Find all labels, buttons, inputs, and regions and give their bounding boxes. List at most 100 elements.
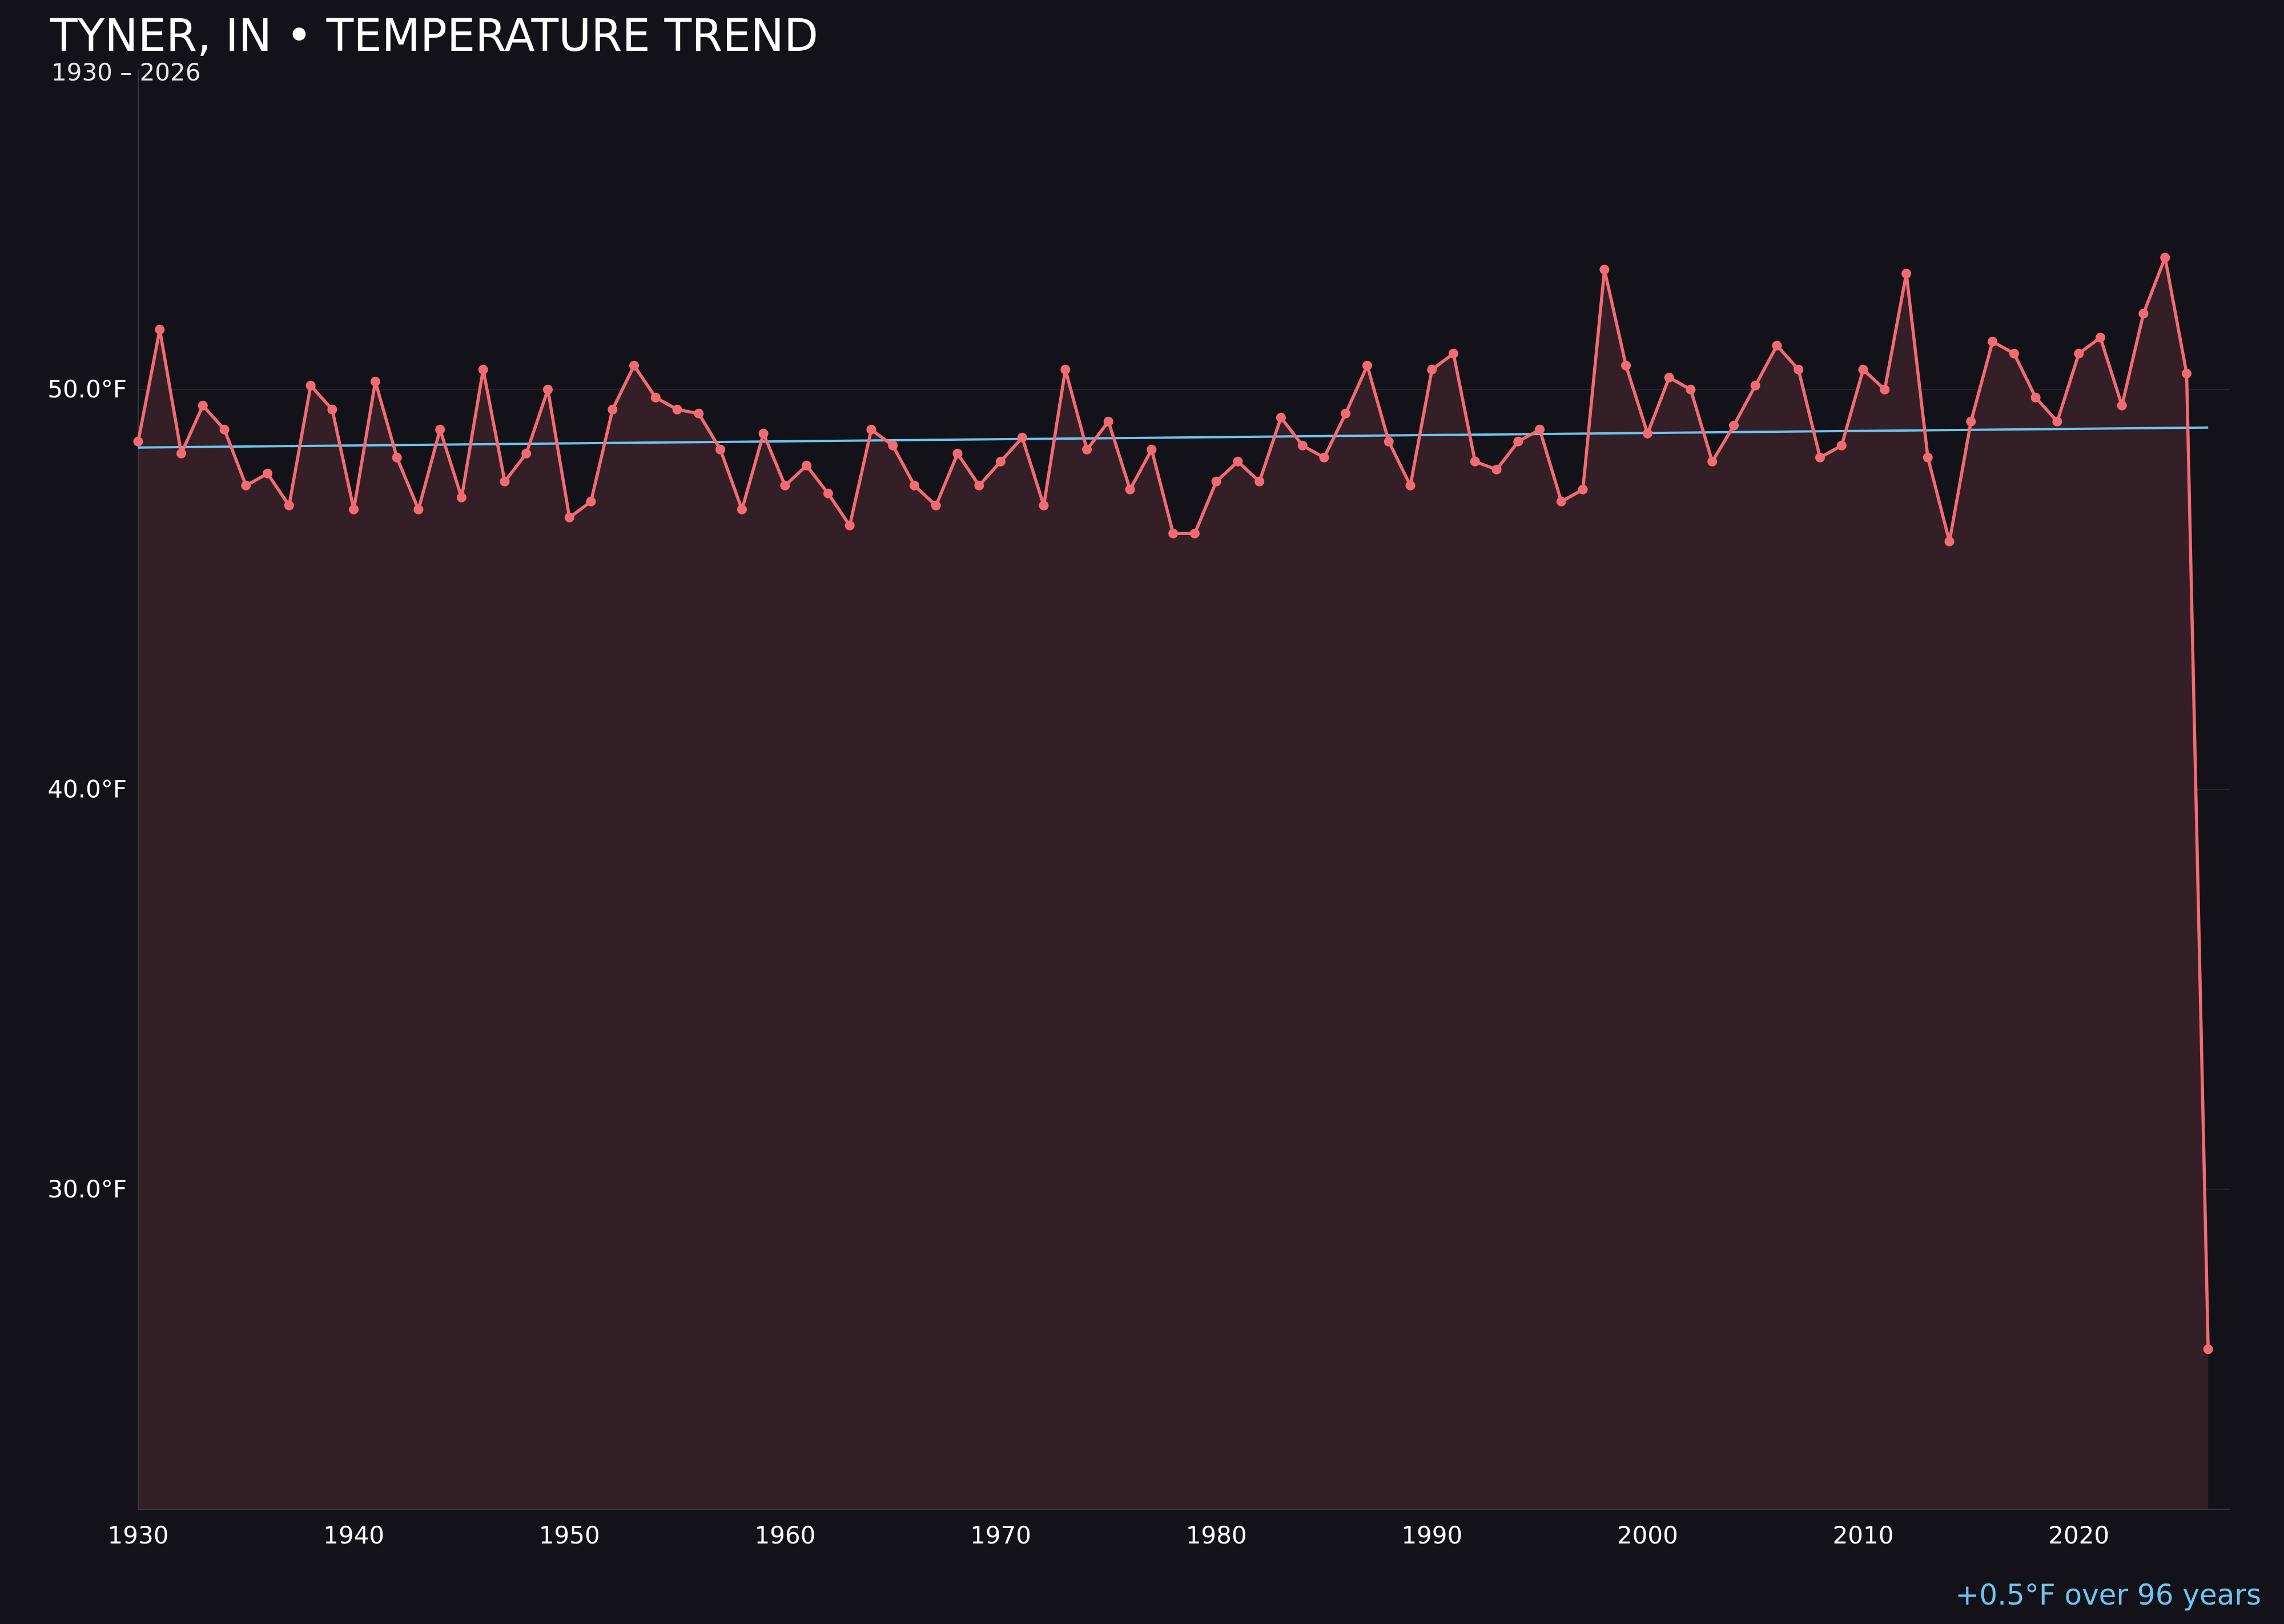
data-point-1979: [1189, 528, 1200, 538]
data-point-1964: [866, 424, 876, 435]
data-point-2007: [1794, 364, 1804, 375]
x-tick-label: 2000: [1617, 1521, 1678, 1549]
x-tick-label: 1990: [1401, 1521, 1462, 1549]
data-point-1965: [888, 440, 898, 451]
data-point-2018: [2030, 392, 2041, 403]
data-point-1955: [672, 404, 682, 415]
data-point-1971: [1017, 432, 1027, 443]
data-point-2004: [1729, 420, 1739, 431]
data-point-2006: [1772, 340, 1782, 351]
data-point-1930: [133, 436, 143, 447]
data-point-1986: [1341, 408, 1351, 419]
data-point-2020: [2074, 348, 2084, 359]
data-point-1978: [1168, 528, 1179, 538]
data-point-1994: [1513, 436, 1523, 447]
data-point-1963: [845, 520, 855, 530]
data-point-2023: [2138, 308, 2149, 319]
data-point-2001: [1664, 372, 1674, 383]
data-point-1957: [715, 444, 726, 455]
data-point-1934: [219, 424, 230, 435]
data-point-1960: [780, 480, 790, 491]
data-point-2005: [1750, 380, 1760, 391]
data-point-1997: [1578, 484, 1588, 495]
x-tick-label: 1950: [539, 1521, 600, 1549]
data-point-2019: [2052, 416, 2062, 427]
data-point-1985: [1319, 452, 1329, 463]
data-point-1941: [370, 376, 380, 387]
axes: [138, 70, 2230, 1510]
data-point-1952: [608, 404, 618, 415]
data-point-2012: [1901, 268, 1912, 279]
data-point-2024: [2160, 252, 2170, 263]
data-point-1999: [1621, 360, 1631, 371]
data-point-1954: [650, 392, 661, 403]
x-tick-label: 1940: [323, 1521, 384, 1549]
data-point-2013: [1923, 452, 1933, 463]
data-point-1987: [1362, 360, 1372, 371]
data-point-1948: [521, 448, 532, 459]
data-point-1944: [435, 424, 445, 435]
data-point-1959: [758, 428, 769, 439]
data-point-2011: [1880, 384, 1890, 395]
data-point-1966: [910, 480, 919, 491]
data-point-1980: [1211, 476, 1221, 487]
data-point-2000: [1642, 428, 1652, 439]
data-point-2016: [1988, 336, 1998, 347]
x-tick-label: 2010: [1833, 1521, 1894, 1549]
x-tick-labels: 1930 1940 1950 1960 1970 1980 1990 2000 2010 2020: [108, 1521, 2110, 1549]
data-point-1949: [543, 384, 553, 395]
data-point-2003: [1707, 456, 1718, 467]
data-point-1995: [1535, 424, 1545, 435]
data-point-1938: [305, 380, 316, 391]
data-point-1977: [1147, 444, 1157, 455]
data-point-2021: [2095, 332, 2105, 343]
y-tick-label: 40.0°F: [47, 775, 127, 803]
data-point-2017: [2009, 348, 2019, 359]
data-point-1943: [413, 504, 424, 514]
x-tick-label: 1980: [1186, 1521, 1247, 1549]
y-tick-label: 30.0°F: [47, 1175, 127, 1203]
data-point-1992: [1470, 456, 1480, 467]
data-point-2014: [1944, 536, 1955, 546]
data-point-2002: [1686, 384, 1696, 395]
data-point-1970: [996, 456, 1006, 467]
y-tick-labels: 30.0°F 40.0°F 50.0°F: [47, 375, 127, 1203]
data-point-2022: [2117, 400, 2127, 411]
data-point-1996: [1556, 496, 1566, 507]
data-points: [133, 252, 2213, 1354]
data-point-1953: [629, 360, 639, 371]
data-point-1981: [1233, 456, 1243, 467]
data-point-1989: [1405, 480, 1416, 491]
data-point-1982: [1254, 476, 1265, 487]
data-point-1976: [1125, 484, 1135, 495]
data-point-1932: [176, 448, 186, 459]
chart-title: TYNER, IN • TEMPERATURE TREND: [50, 10, 819, 62]
data-point-1975: [1103, 416, 1113, 427]
data-point-1969: [974, 480, 984, 491]
x-tick-label: 1970: [970, 1521, 1031, 1549]
data-point-1991: [1449, 348, 1458, 359]
data-point-1940: [349, 504, 359, 514]
data-point-1931: [155, 324, 165, 335]
data-point-1933: [198, 400, 208, 411]
x-tick-label: 1930: [108, 1521, 169, 1549]
data-point-1942: [392, 452, 402, 463]
data-point-1958: [737, 504, 747, 514]
data-point-1984: [1297, 440, 1308, 451]
trend-annotation: +0.5°F over 96 years: [1955, 1578, 2261, 1611]
data-point-1988: [1384, 436, 1394, 447]
data-point-1947: [500, 476, 510, 487]
data-point-1962: [823, 488, 833, 499]
data-point-1950: [564, 512, 574, 522]
data-point-2008: [1815, 452, 1825, 463]
trend-line: [138, 426, 2209, 449]
x-tick-label: 2020: [2048, 1521, 2109, 1549]
data-point-2026: [2203, 1344, 2213, 1354]
data-point-1973: [1060, 364, 1071, 375]
data-point-1998: [1599, 264, 1610, 275]
data-point-1990: [1427, 364, 1437, 375]
data-point-1937: [284, 500, 294, 510]
data-point-1946: [478, 364, 488, 375]
data-point-1945: [456, 492, 467, 503]
